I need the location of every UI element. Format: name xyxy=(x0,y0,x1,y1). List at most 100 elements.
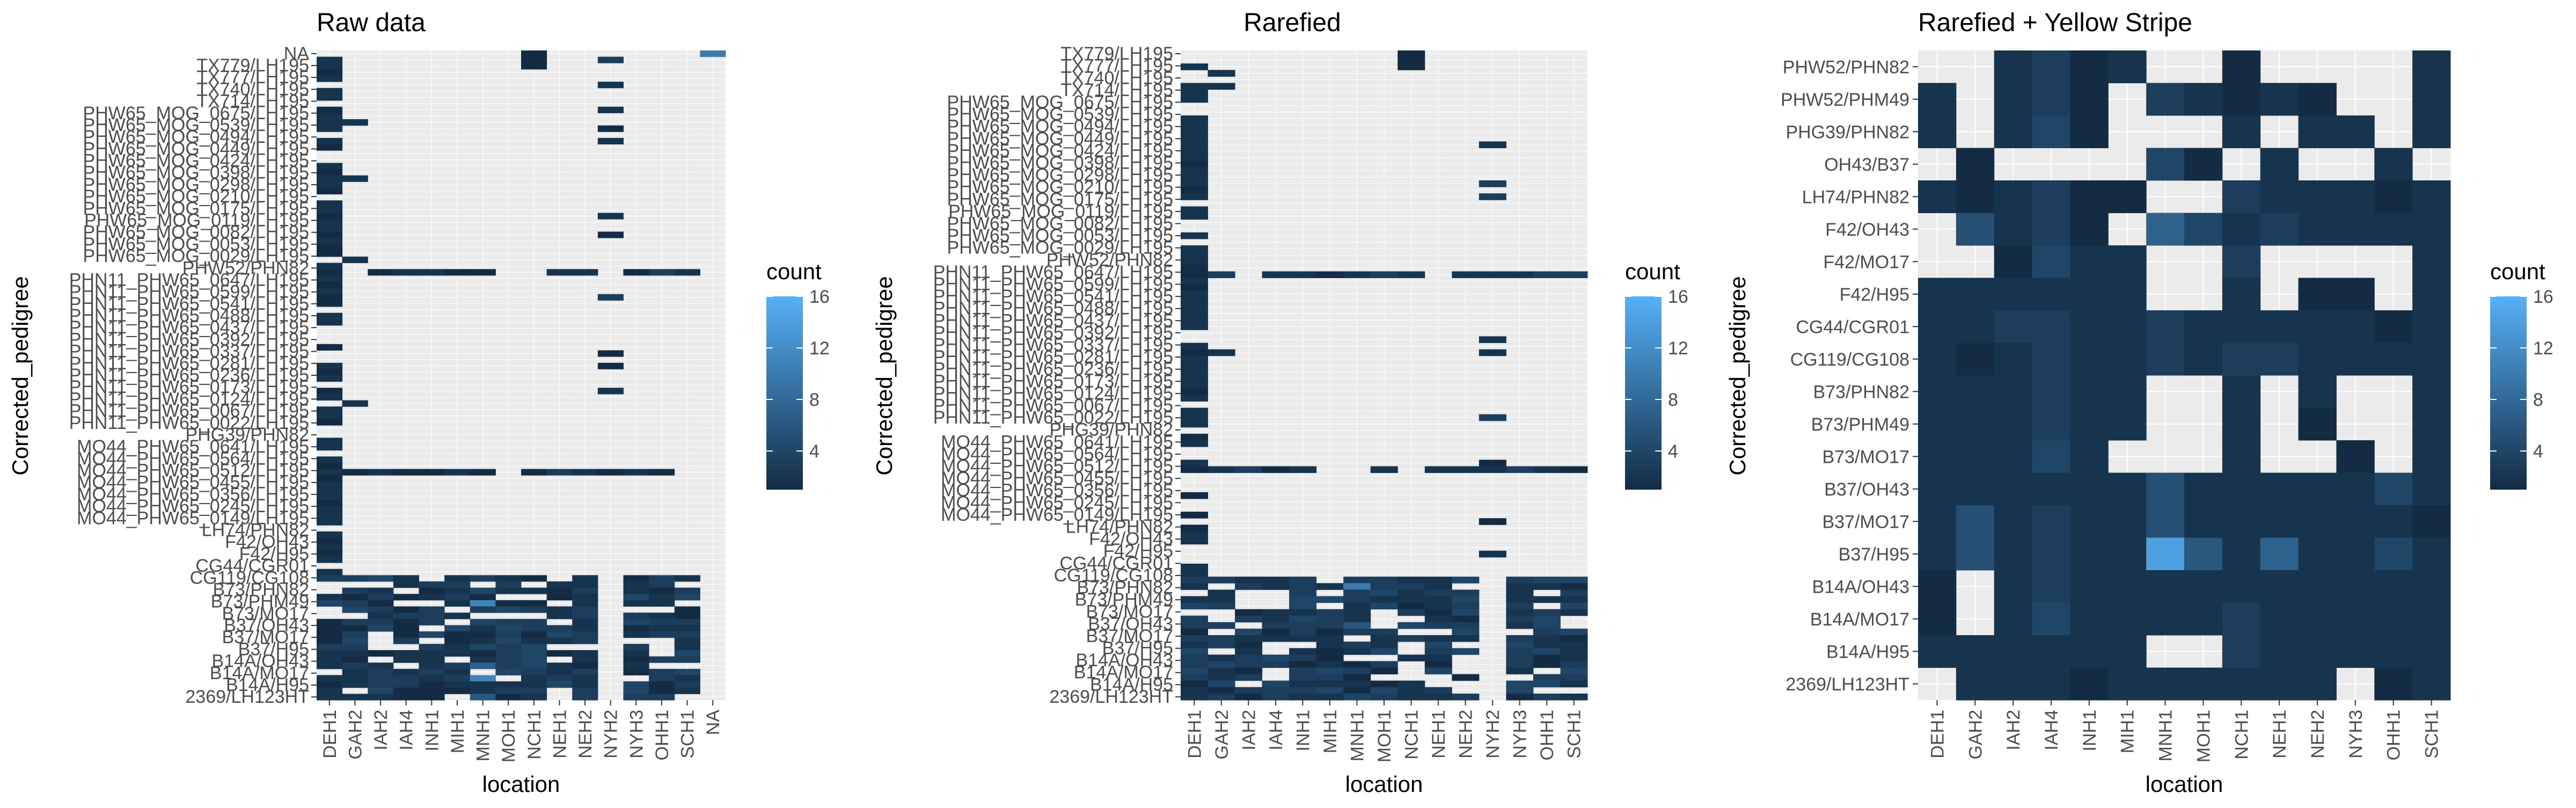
heatmap-cell xyxy=(1208,674,1235,681)
heatmap-cell xyxy=(2070,245,2109,278)
heatmap-cell xyxy=(1343,577,1371,584)
heatmap-cell xyxy=(1397,693,1425,701)
y-tick-label: PHW65_MOG_0424/LH195 xyxy=(947,141,1173,161)
heatmap-cell xyxy=(2260,570,2299,603)
heatmap-cell xyxy=(1994,115,2033,148)
y-tick-label: PHN11_PHW65_0488/LH195 xyxy=(69,305,309,326)
heatmap-cell xyxy=(1994,343,2033,376)
y-tick-label: PHN11_PHW65_0647/LH195 xyxy=(933,262,1173,282)
heatmap-cell xyxy=(2412,570,2451,603)
heatmap-cell xyxy=(521,644,547,651)
heatmap-cell xyxy=(317,656,343,663)
heatmap-cell xyxy=(444,613,471,620)
legend-tick-label: 4 xyxy=(2533,441,2543,462)
y-tick-label: 2369/LH123HT xyxy=(185,687,309,707)
heatmap-cell xyxy=(546,594,573,601)
heatmap-cell xyxy=(649,656,675,663)
heatmap-cell xyxy=(1181,596,1209,603)
heatmap-cell xyxy=(2146,570,2185,603)
heatmap-cell xyxy=(1560,648,1588,655)
heatmap-cell xyxy=(1181,89,1209,97)
heatmap-cell xyxy=(317,69,343,76)
heatmap-cell xyxy=(1370,642,1398,649)
heatmap-cell xyxy=(1289,680,1317,688)
heatmap-cell xyxy=(649,687,675,694)
heatmap-cell xyxy=(1918,83,1957,116)
heatmap-cell xyxy=(597,125,624,132)
heatmap-cell xyxy=(2260,537,2299,571)
heatmap-cell xyxy=(1424,596,1452,603)
heatmap-cell xyxy=(546,681,573,688)
x-tick-label: IAH4 xyxy=(397,710,417,751)
heatmap-cell xyxy=(1533,628,1561,636)
heatmap-cell xyxy=(623,469,649,476)
heatmap-cell xyxy=(2336,635,2375,668)
heatmap-cell xyxy=(2412,635,2451,668)
heatmap-cell xyxy=(1316,271,1344,278)
heatmap-cell xyxy=(1424,635,1452,642)
x-tick-label: NEH1 xyxy=(550,710,570,759)
y-tick-label: MO44_PHW65_0455/LH195 xyxy=(941,468,1173,489)
heatmap-cell xyxy=(1956,310,1995,343)
heatmap-cell xyxy=(2184,213,2223,246)
heatmap-cell xyxy=(674,618,700,625)
heatmap-cell xyxy=(1918,472,1957,506)
heatmap-cell xyxy=(1918,407,1957,441)
heatmap-cell xyxy=(1560,654,1588,661)
y-tick-label: CG44/CGR01 xyxy=(1059,553,1173,573)
heatmap-cell xyxy=(2374,602,2413,636)
heatmap-cell xyxy=(700,50,726,57)
y-tick-label: B73/MO17 xyxy=(1822,447,1909,467)
heatmap-cell xyxy=(1316,687,1344,694)
heatmap-cell xyxy=(521,606,547,613)
heatmap-cell xyxy=(1289,466,1317,473)
heatmap-cell xyxy=(317,494,343,501)
y-tick-label: PHW65_MOG_0494/LH195 xyxy=(947,117,1173,137)
heatmap-cell xyxy=(342,575,368,582)
heatmap-cell xyxy=(1370,667,1398,675)
x-tick-label: MOH1 xyxy=(499,710,519,762)
y-tick-label: PHN11_PHW65_0281/LH195 xyxy=(933,347,1173,367)
heatmap-cell xyxy=(521,469,547,476)
heatmap-cell xyxy=(1181,693,1209,701)
heatmap-cell xyxy=(1208,466,1235,473)
heatmap-cell xyxy=(1452,271,1480,278)
heatmap-cell xyxy=(2336,505,2375,538)
heatmap-cell xyxy=(2412,407,2451,441)
heatmap-cell xyxy=(368,681,394,688)
heatmap-cell xyxy=(2032,50,2070,83)
y-tick-label: TX714/LH195 xyxy=(1060,80,1173,100)
heatmap-cell xyxy=(317,462,343,470)
heatmap-cell xyxy=(317,319,343,326)
heatmap-cell xyxy=(1343,602,1371,610)
heatmap-cell xyxy=(2260,635,2299,668)
heatmap-cell xyxy=(2412,440,2451,473)
heatmap-cell xyxy=(317,219,343,226)
heatmap-cell xyxy=(1533,577,1561,584)
heatmap-cell xyxy=(1994,83,2033,116)
heatmap-cell xyxy=(2032,537,2070,571)
y-tick-label: B14A/H95 xyxy=(1826,642,1909,662)
heatmap-cell xyxy=(1506,667,1534,675)
legend-tick-label: 12 xyxy=(2533,338,2553,359)
heatmap-cell xyxy=(623,618,649,625)
y-tick-label: TX779/LH195 xyxy=(1060,43,1173,64)
y-tick-label: PHN11_PHW65_0392/LH195 xyxy=(69,329,309,350)
heatmap-cell xyxy=(1397,596,1425,603)
heatmap-cell xyxy=(2108,537,2147,571)
y-tick-label: MO44_PHW65_0564/LH195 xyxy=(941,444,1173,464)
heatmap-cell xyxy=(419,594,445,601)
heatmap-cell xyxy=(444,650,471,657)
heatmap-cell xyxy=(1424,661,1452,668)
heatmap-cell xyxy=(495,644,522,651)
heatmap-cell xyxy=(521,668,547,675)
heatmap-cell xyxy=(1918,343,1957,376)
heatmap-cell xyxy=(1560,642,1588,649)
y-tick-label: B73/PHN82 xyxy=(1077,578,1173,598)
heatmap-cell xyxy=(2412,375,2451,408)
heatmap-cell xyxy=(317,419,343,426)
panel-title: Raw data xyxy=(317,9,426,37)
heatmap-cell xyxy=(2298,180,2337,213)
heatmap-cell xyxy=(1397,635,1425,642)
x-tick-label: NEH1 xyxy=(2270,710,2290,759)
